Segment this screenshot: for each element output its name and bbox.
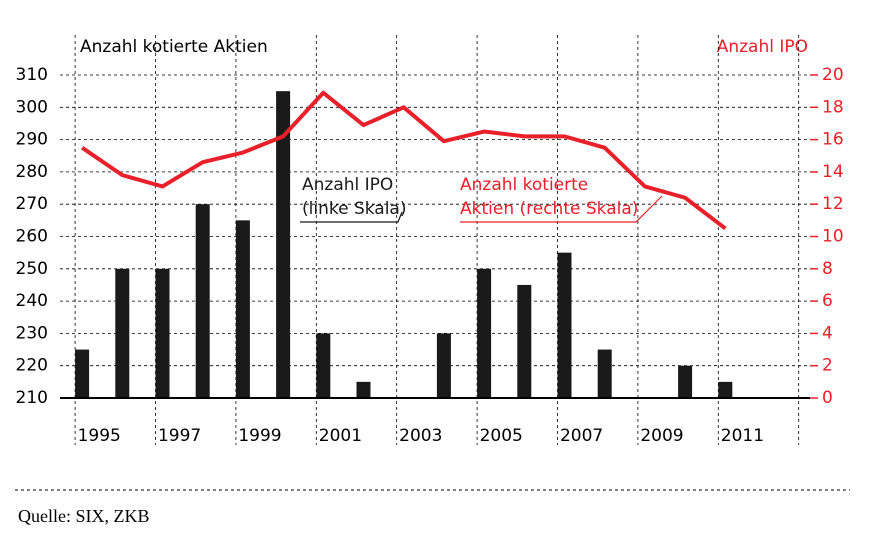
x-tick-label: 1997 [158,426,201,446]
annotation: (linke Skala) [302,199,406,219]
y2-tick-label: 10 [822,227,844,247]
y-tick-label: 310 [16,65,48,85]
y2-tick-label: 2 [822,356,833,376]
annotation: Anzahl IPO [302,175,393,195]
annotation: Anzahl kotierte [460,175,588,195]
y2-tick-label: 14 [822,162,844,182]
y2-axis-title: Anzahl IPO [717,37,808,57]
y2-tick-label: 4 [822,323,833,343]
y-tick-label: 210 [16,388,48,408]
y-tick-label: 280 [16,162,48,182]
y-tick-label: 270 [16,194,48,214]
x-tick-label: 2007 [560,426,603,446]
y2-tick-label: 16 [822,130,844,150]
y2-tick-label: 18 [822,97,844,117]
y-tick-label: 240 [16,291,48,311]
bar [115,268,130,398]
x-tick-label: 2005 [480,426,523,446]
y2-tick-label: 6 [822,291,833,311]
y2-tick-label: 20 [822,65,844,85]
bar [155,268,170,398]
y-tick-label: 290 [16,130,48,150]
bar [718,381,733,398]
annotation-leader [460,195,663,223]
x-tick-label: 2011 [721,426,764,446]
bar [477,268,492,398]
bar [597,349,612,398]
y-tick-label: 230 [16,323,48,343]
bar [356,381,371,398]
annotation-leader [300,211,403,223]
bar [436,333,451,398]
bar [195,204,210,398]
source: Quelle: SIX, ZKB [18,506,149,526]
x-tick-label: 2003 [399,426,442,446]
y-axis-title: Anzahl kotierte Aktien [80,37,268,57]
bar [276,91,291,399]
bar [678,365,693,398]
bar [235,220,250,398]
y-tick-label: 300 [16,97,48,117]
x-tick-label: 2001 [319,426,362,446]
bar [316,333,331,398]
line [80,90,727,231]
x-tick-label: 2009 [640,426,683,446]
bar [517,284,532,398]
bar [557,252,572,398]
x-tick-label: 1999 [238,426,281,446]
y-tick-label: 260 [16,227,48,247]
y2-tick-label: 8 [822,259,833,279]
y2-tick-label: 0 [822,388,833,408]
x-tick-label: 1995 [78,426,121,446]
y-tick-label: 250 [16,259,48,279]
y2-tick-label: 12 [822,194,844,214]
bar [75,349,90,398]
annotation: Aktien (rechte Skala) [460,199,638,219]
y-tick-label: 220 [16,356,48,376]
